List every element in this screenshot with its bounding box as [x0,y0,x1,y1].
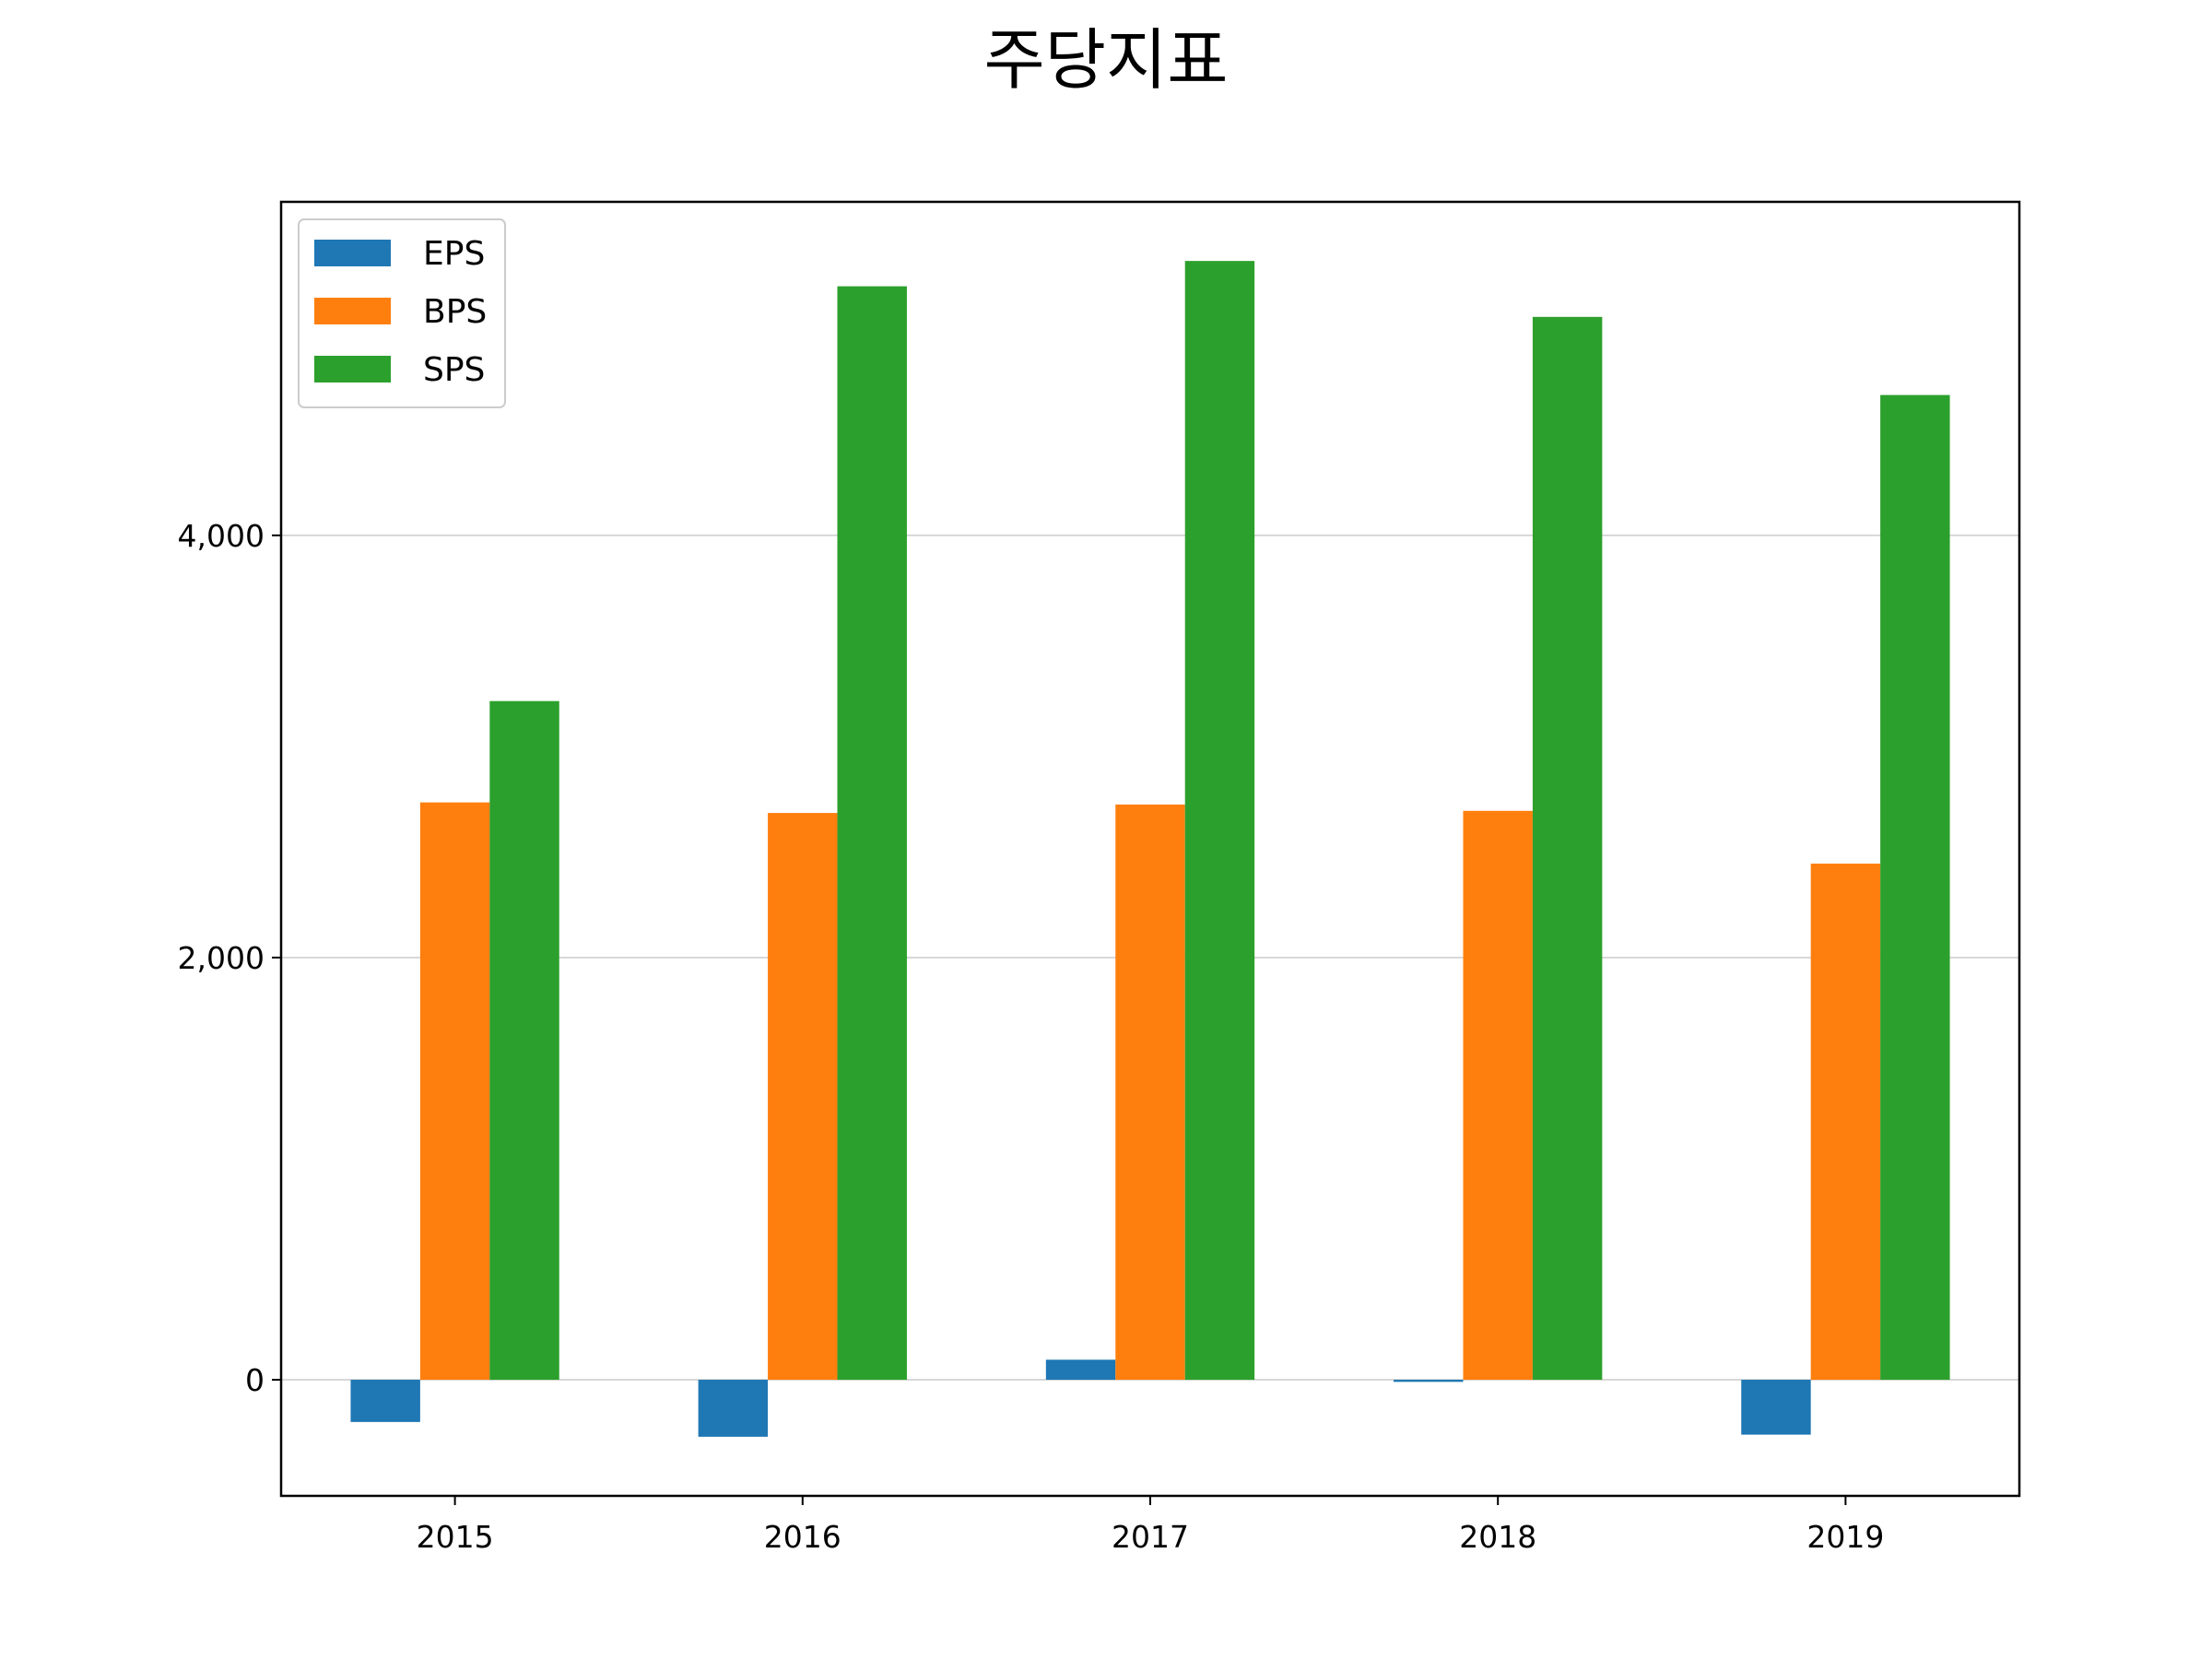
bars [350,261,1950,1437]
x-axis: 2015 2016 2017 2018 2019 [417,1496,1884,1555]
y-tick-label: 4,000 [178,518,265,554]
bar-sps-2018 [1532,316,1603,1381]
legend: EPS BPS SPS [298,218,506,408]
x-tick-label: 2016 [764,1519,841,1555]
x-tick-label: 2015 [417,1519,494,1555]
legend-label-eps: EPS [423,235,485,273]
bar-bps-2016 [768,813,838,1381]
y-tick-label: 0 [245,1362,265,1398]
legend-swatch-bps [314,298,391,324]
bar-eps-2016 [698,1380,769,1437]
bar-eps-2015 [350,1380,420,1422]
bar-bps-2017 [1115,804,1185,1381]
legend-swatch-sps [314,356,391,382]
bar-eps-2018 [1394,1380,1464,1382]
bar-sps-2017 [1184,261,1255,1381]
bar-sps-2019 [1880,394,1950,1381]
bar-bps-2015 [419,802,490,1381]
legend-swatch-eps [314,240,391,266]
bar-sps-2016 [837,286,907,1381]
bar-sps-2015 [489,700,559,1381]
y-tick-label: 2,000 [178,940,265,976]
bar-eps-2017 [1045,1359,1116,1381]
bar-bps-2019 [1810,864,1881,1381]
x-tick-label: 2017 [1112,1519,1189,1555]
bar-eps-2019 [1741,1380,1811,1435]
y-axis: 0 2,000 4,000 [178,518,281,1398]
legend-label-bps: BPS [423,293,487,331]
chart-title: 주당지표 [984,21,1229,99]
bar-bps-2018 [1463,810,1533,1381]
legend-label-sps: SPS [423,351,485,389]
x-tick-label: 2019 [1806,1519,1884,1555]
x-tick-label: 2018 [1459,1519,1536,1555]
